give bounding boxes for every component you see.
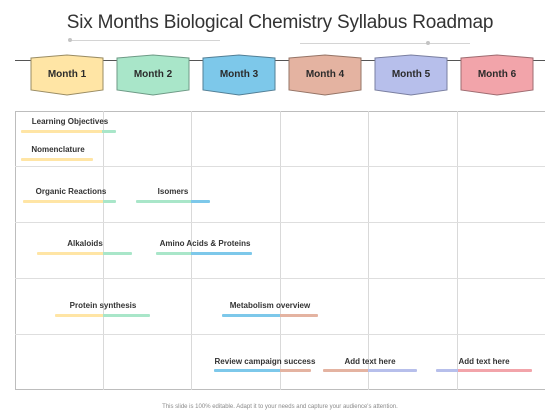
task-review-campaign-success: Review campaign success [214,357,316,366]
grid-column-divider [368,111,369,390]
task-protein-synthesis: Protein synthesis [69,301,137,310]
task-metabolism-overview: Metabolism overview [229,301,311,310]
task-bar-amino-acids-proteins [156,252,252,255]
task-nomenclature: Nomenclature [31,145,85,154]
task-bar-add-text-2 [436,369,532,372]
grid-column-divider [103,111,104,390]
banner-4-fill [288,54,362,96]
task-isomers: Isomers [157,187,189,196]
task-alkaloids: Alkaloids [67,239,103,248]
task-bar-alkaloids [37,252,132,255]
title-underline-left [70,40,220,41]
banner-1-fill [30,54,104,96]
month-3-banner: Month 3 [202,54,276,98]
month-2-label: Month 2 [133,69,173,80]
task-amino-acids-proteins: Amino Acids & Proteins [159,239,251,248]
banner-shape [374,54,448,96]
banner-shape [288,54,362,96]
banner-shape [30,54,104,96]
month-5-label: Month 5 [391,69,431,80]
task-learning-objectives: Learning Objectives [31,117,109,126]
grid-row-divider [15,334,545,335]
task-bar-organic-reactions [23,200,116,203]
task-bar-learning-objectives [21,130,116,133]
task-bar-add-text-1 [323,369,417,372]
month-6-label: Month 6 [477,69,517,80]
task-bar-metabolism-overview [222,314,318,317]
banner-6-fill [460,54,534,96]
grid-column-divider [191,111,192,390]
month-4-banner: Month 4 [288,54,362,98]
task-bar-isomers [136,200,210,203]
task-bar-nomenclature [21,158,93,161]
task-add-text-1: Add text here [344,357,396,366]
month-1-label: Month 1 [47,69,87,80]
task-add-text-2: Add text here [458,357,510,366]
title-underline-right [300,43,470,44]
title-dot-left [68,38,72,42]
banner-5-fill [374,54,448,96]
banner-2-fill [116,54,190,96]
footer-note: This slide is 100% editable. Adapt it to… [162,404,398,410]
grid-row-divider [15,166,545,167]
month-1-banner: Month 1 [30,54,104,98]
month-2-banner: Month 2 [116,54,190,98]
grid-column-divider [280,111,281,390]
banner-shape [202,54,276,96]
banner-shape [116,54,190,96]
month-4-label: Month 4 [305,69,345,80]
grid-column-divider [457,111,458,390]
task-organic-reactions: Organic Reactions [35,187,107,196]
grid-row-divider [15,278,545,279]
banner-3-fill [202,54,276,96]
task-bar-protein-synthesis [55,314,150,317]
task-bar-review-campaign-success [214,369,311,372]
month-5-banner: Month 5 [374,54,448,98]
grid-row-divider [15,222,545,223]
title-dot-right [426,41,430,45]
timeline-top-rule [15,60,545,61]
month-3-label: Month 3 [219,69,259,80]
banner-shape [460,54,534,96]
page-title: Six Months Biological Chemistry Syllabus… [66,12,494,33]
month-6-banner: Month 6 [460,54,534,98]
